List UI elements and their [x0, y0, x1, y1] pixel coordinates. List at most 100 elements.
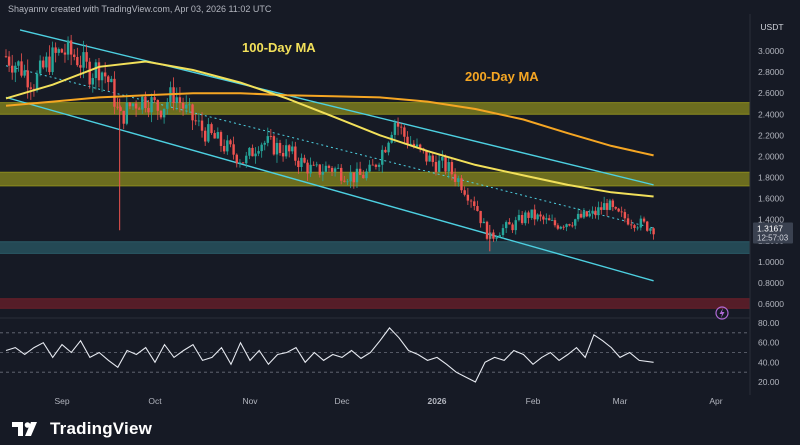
lightning-icon[interactable] — [715, 306, 729, 320]
candle-body — [235, 154, 238, 164]
rsi-panel: 80.00 60.00 40.00 20.00 — [0, 318, 780, 387]
candle-body — [306, 162, 309, 174]
price-tick-label: 1.8000 — [758, 173, 784, 183]
candle-body — [403, 127, 406, 137]
candle-body — [504, 222, 508, 229]
candle-body — [597, 207, 600, 216]
currency-label[interactable]: USDT — [760, 21, 784, 32]
price-tick-label: 2.8000 — [758, 67, 784, 77]
candle-body — [178, 97, 182, 103]
price-tick-label: 2.4000 — [758, 109, 784, 119]
candle-body — [17, 61, 20, 66]
candle-body — [533, 209, 536, 220]
candle-body — [134, 103, 138, 109]
candle-body — [150, 97, 153, 113]
candle-body — [576, 213, 580, 220]
candle-body — [63, 52, 67, 55]
price-zones — [0, 102, 750, 309]
candle-body — [501, 228, 505, 236]
candle-body — [248, 147, 251, 156]
candle-body — [185, 104, 188, 109]
candle-body — [568, 224, 571, 226]
candle-body — [527, 212, 530, 218]
candle-body — [425, 150, 428, 162]
time-tick-label: Mar — [613, 396, 628, 406]
candle-body — [447, 162, 450, 172]
candle-body — [441, 156, 444, 161]
candle-body — [144, 96, 147, 109]
candle-body — [358, 168, 362, 175]
candle-body — [336, 167, 340, 169]
candle-body — [213, 133, 216, 139]
candle-body — [321, 171, 325, 175]
candle-body — [582, 211, 586, 218]
candle-body — [476, 206, 479, 211]
candle-body — [297, 160, 300, 168]
candlesticks — [4, 34, 655, 252]
candle-body — [377, 164, 381, 167]
candle-body — [128, 102, 132, 107]
time-tick-label: 2026 — [428, 396, 447, 406]
candle-body — [57, 49, 60, 53]
candle-body — [257, 151, 260, 154]
candle-body — [485, 221, 489, 239]
tradingview-logo[interactable]: TradingView — [10, 419, 152, 439]
candle-body — [539, 214, 542, 217]
candle-body — [498, 235, 501, 238]
candle-body — [623, 212, 627, 219]
candle-body — [524, 212, 527, 224]
candle-body — [275, 142, 279, 155]
grid — [0, 14, 751, 395]
candle-body — [110, 78, 113, 83]
candle-body — [387, 142, 390, 153]
candle-body — [172, 87, 175, 103]
candle-body — [508, 222, 511, 225]
rsi-tick-label: 80.00 — [758, 318, 780, 328]
candle-body — [585, 211, 589, 217]
candle-body — [200, 120, 204, 131]
candle-body — [542, 216, 545, 220]
candle-body — [122, 110, 125, 124]
candle-body — [514, 220, 517, 231]
candle-body — [85, 52, 88, 62]
candle-body — [97, 62, 101, 81]
candle-body — [266, 136, 269, 143]
candle-body — [229, 140, 232, 145]
candle-body — [100, 72, 104, 81]
candle-body — [207, 124, 210, 142]
candle-body — [278, 142, 282, 153]
candle-body — [35, 73, 39, 91]
candle-body — [194, 120, 197, 122]
candle-body — [94, 62, 98, 79]
candle-body — [511, 224, 514, 231]
candle-body — [450, 162, 454, 175]
candle-body — [415, 144, 419, 147]
candle-body — [131, 103, 135, 107]
candle-body — [646, 221, 649, 231]
candle-body — [159, 110, 163, 118]
time-tick-label: Dec — [334, 396, 350, 406]
candle-body — [473, 201, 476, 207]
candle-body — [412, 143, 416, 147]
candle-body — [642, 218, 646, 222]
candle-body — [384, 149, 387, 153]
rsi-tick-label: 60.00 — [758, 338, 780, 348]
candle-body — [633, 225, 636, 228]
candle-body — [14, 65, 17, 73]
candle-body — [312, 164, 315, 166]
candle-body — [362, 174, 365, 179]
candle-body — [437, 160, 441, 172]
candle-body — [409, 143, 412, 145]
time-tick-label: Oct — [148, 396, 162, 406]
candle-body — [479, 210, 482, 224]
candle-body — [418, 144, 422, 149]
channel-lower-line — [5, 96, 654, 282]
candle-body — [355, 168, 359, 183]
rsi-line — [5, 327, 654, 383]
channel-upper-line — [19, 29, 654, 186]
candle-body — [371, 164, 374, 166]
candle-body — [88, 61, 91, 85]
candle-body — [393, 122, 397, 135]
current-price-label: 1.3167 — [757, 223, 783, 233]
author-line: Shayannv created with TradingView.com, A… — [8, 4, 272, 14]
